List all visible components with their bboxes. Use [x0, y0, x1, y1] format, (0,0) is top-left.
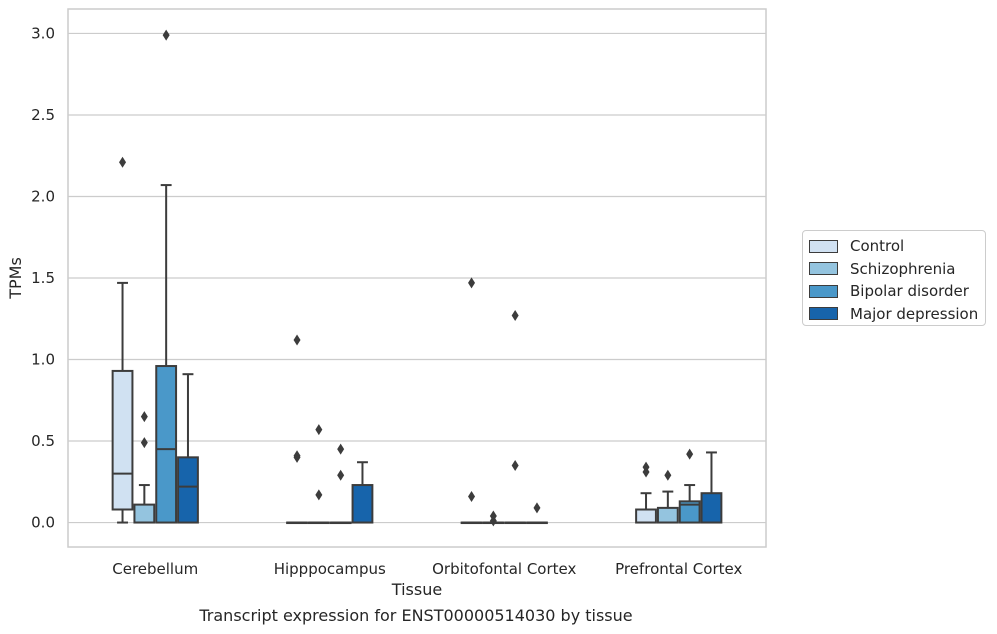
chart-legend: Control Schizophrenia Bipolar disorder Majo… [802, 230, 986, 326]
legend-label: Schizophrenia [850, 259, 956, 278]
y-tick-label: 0.5 [31, 432, 55, 450]
legend-item: Bipolar disorder [809, 280, 979, 303]
outlier-point [337, 469, 345, 481]
outlier-point [140, 437, 148, 449]
box-major-depression [177, 456, 199, 524]
legend-item: Major depression [809, 303, 979, 326]
legend-label: Control [850, 237, 905, 256]
outlier-point [468, 490, 476, 502]
legend-swatch [809, 262, 838, 276]
outlier-point [533, 502, 541, 514]
box-schizophrenia [133, 503, 156, 524]
outlier-point [686, 448, 694, 460]
box-control [635, 508, 657, 524]
y-tick-label: 0.0 [31, 514, 55, 532]
outlier-point [511, 459, 519, 471]
outlier-point [119, 156, 127, 168]
legend-label: Bipolar disorder [850, 282, 969, 301]
legend-swatch [809, 284, 838, 298]
outlier-point [293, 450, 301, 462]
y-tick-label: 3.0 [31, 24, 55, 42]
box-control [111, 369, 134, 511]
x-tick-label: Cerebellum [112, 560, 198, 578]
x-axis-label: Tissue [391, 580, 442, 599]
x-tick-label: Prefrontal Cortex [615, 560, 742, 578]
plot-frame [67, 8, 767, 548]
outlier-point [489, 510, 497, 522]
outlier-point [315, 489, 323, 501]
y-tick-label: 1.0 [31, 351, 55, 369]
box-schizophrenia [656, 506, 679, 524]
outlier-point [140, 411, 148, 423]
outlier-point [511, 309, 519, 321]
outlier-point [162, 29, 170, 41]
legend-swatch [809, 239, 838, 253]
y-axis-label: TPMs [6, 257, 25, 300]
outlier-point [664, 469, 672, 481]
x-tick-label: Orbitofontal Cortex [432, 560, 576, 578]
box-bipolar-disorder [155, 365, 178, 524]
box-bipolar-disorder [678, 500, 701, 524]
y-tick-label: 2.5 [31, 106, 55, 124]
legend-swatch [809, 307, 838, 321]
box-major-depression [351, 484, 374, 524]
outlier-point [293, 334, 301, 346]
legend-item: Control [809, 235, 979, 258]
outlier-point [315, 424, 323, 436]
legend-label: Major depression [850, 304, 979, 323]
y-tick-label: 1.5 [31, 269, 55, 287]
outlier-point [642, 461, 650, 473]
chart-caption: Transcript expression for ENST0000051403… [199, 606, 633, 625]
y-tick-label: 2.0 [31, 187, 55, 205]
outlier-point [337, 443, 345, 455]
legend-item: Schizophrenia [809, 258, 979, 281]
outlier-point [468, 277, 476, 289]
x-tick-label: Hipppocampus [274, 560, 386, 578]
box-major-depression [700, 492, 723, 524]
